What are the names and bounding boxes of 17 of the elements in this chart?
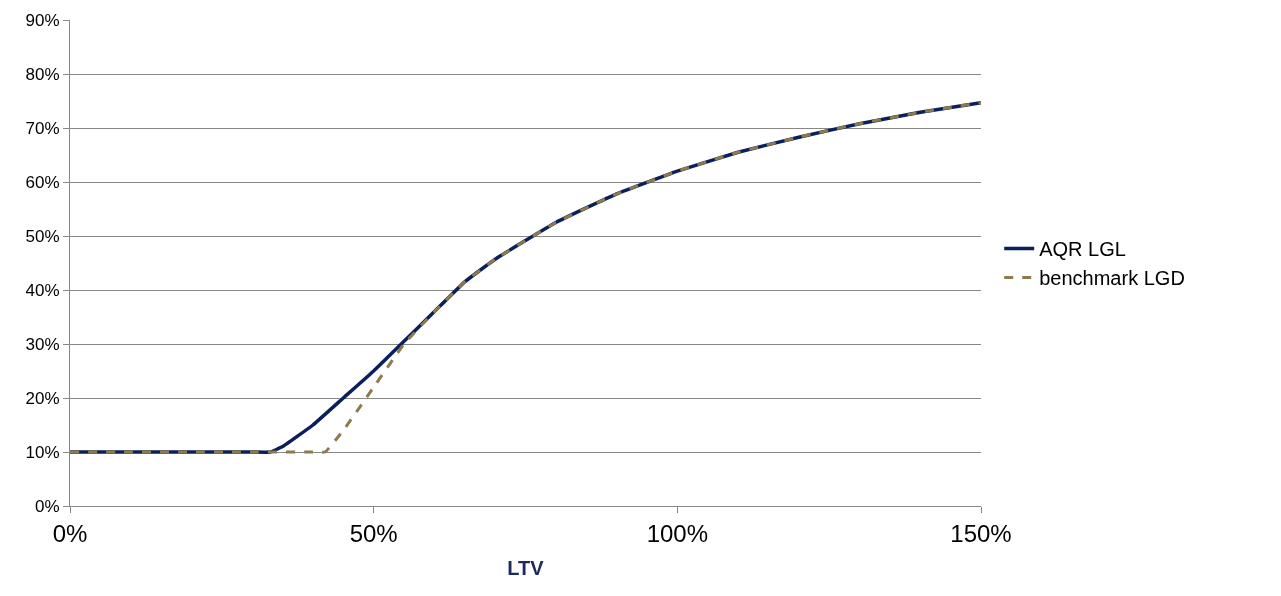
y-tick-label: 50% [25,226,60,246]
legend-label: AQR LGL [1039,238,1126,261]
x-axis-title: LTV [507,557,545,580]
y-tick-label: 10% [25,442,60,462]
y-tick-label: 40% [25,280,60,300]
y-tick-label: 90% [25,10,60,30]
legend-label: benchmark LGD [1039,267,1185,290]
x-tick-label: 0% [52,519,88,547]
y-tick-label: 30% [25,334,60,354]
y-tick-label: 20% [25,388,60,408]
y-tick-label: 70% [25,118,60,138]
x-tick-label: 150% [950,519,1012,547]
x-tick-label: 50% [349,519,398,547]
y-tick-label: 60% [25,172,60,192]
y-tick-label: 80% [25,64,60,84]
x-tick-label: 100% [646,519,709,547]
y-tick-label: 0% [35,496,60,516]
